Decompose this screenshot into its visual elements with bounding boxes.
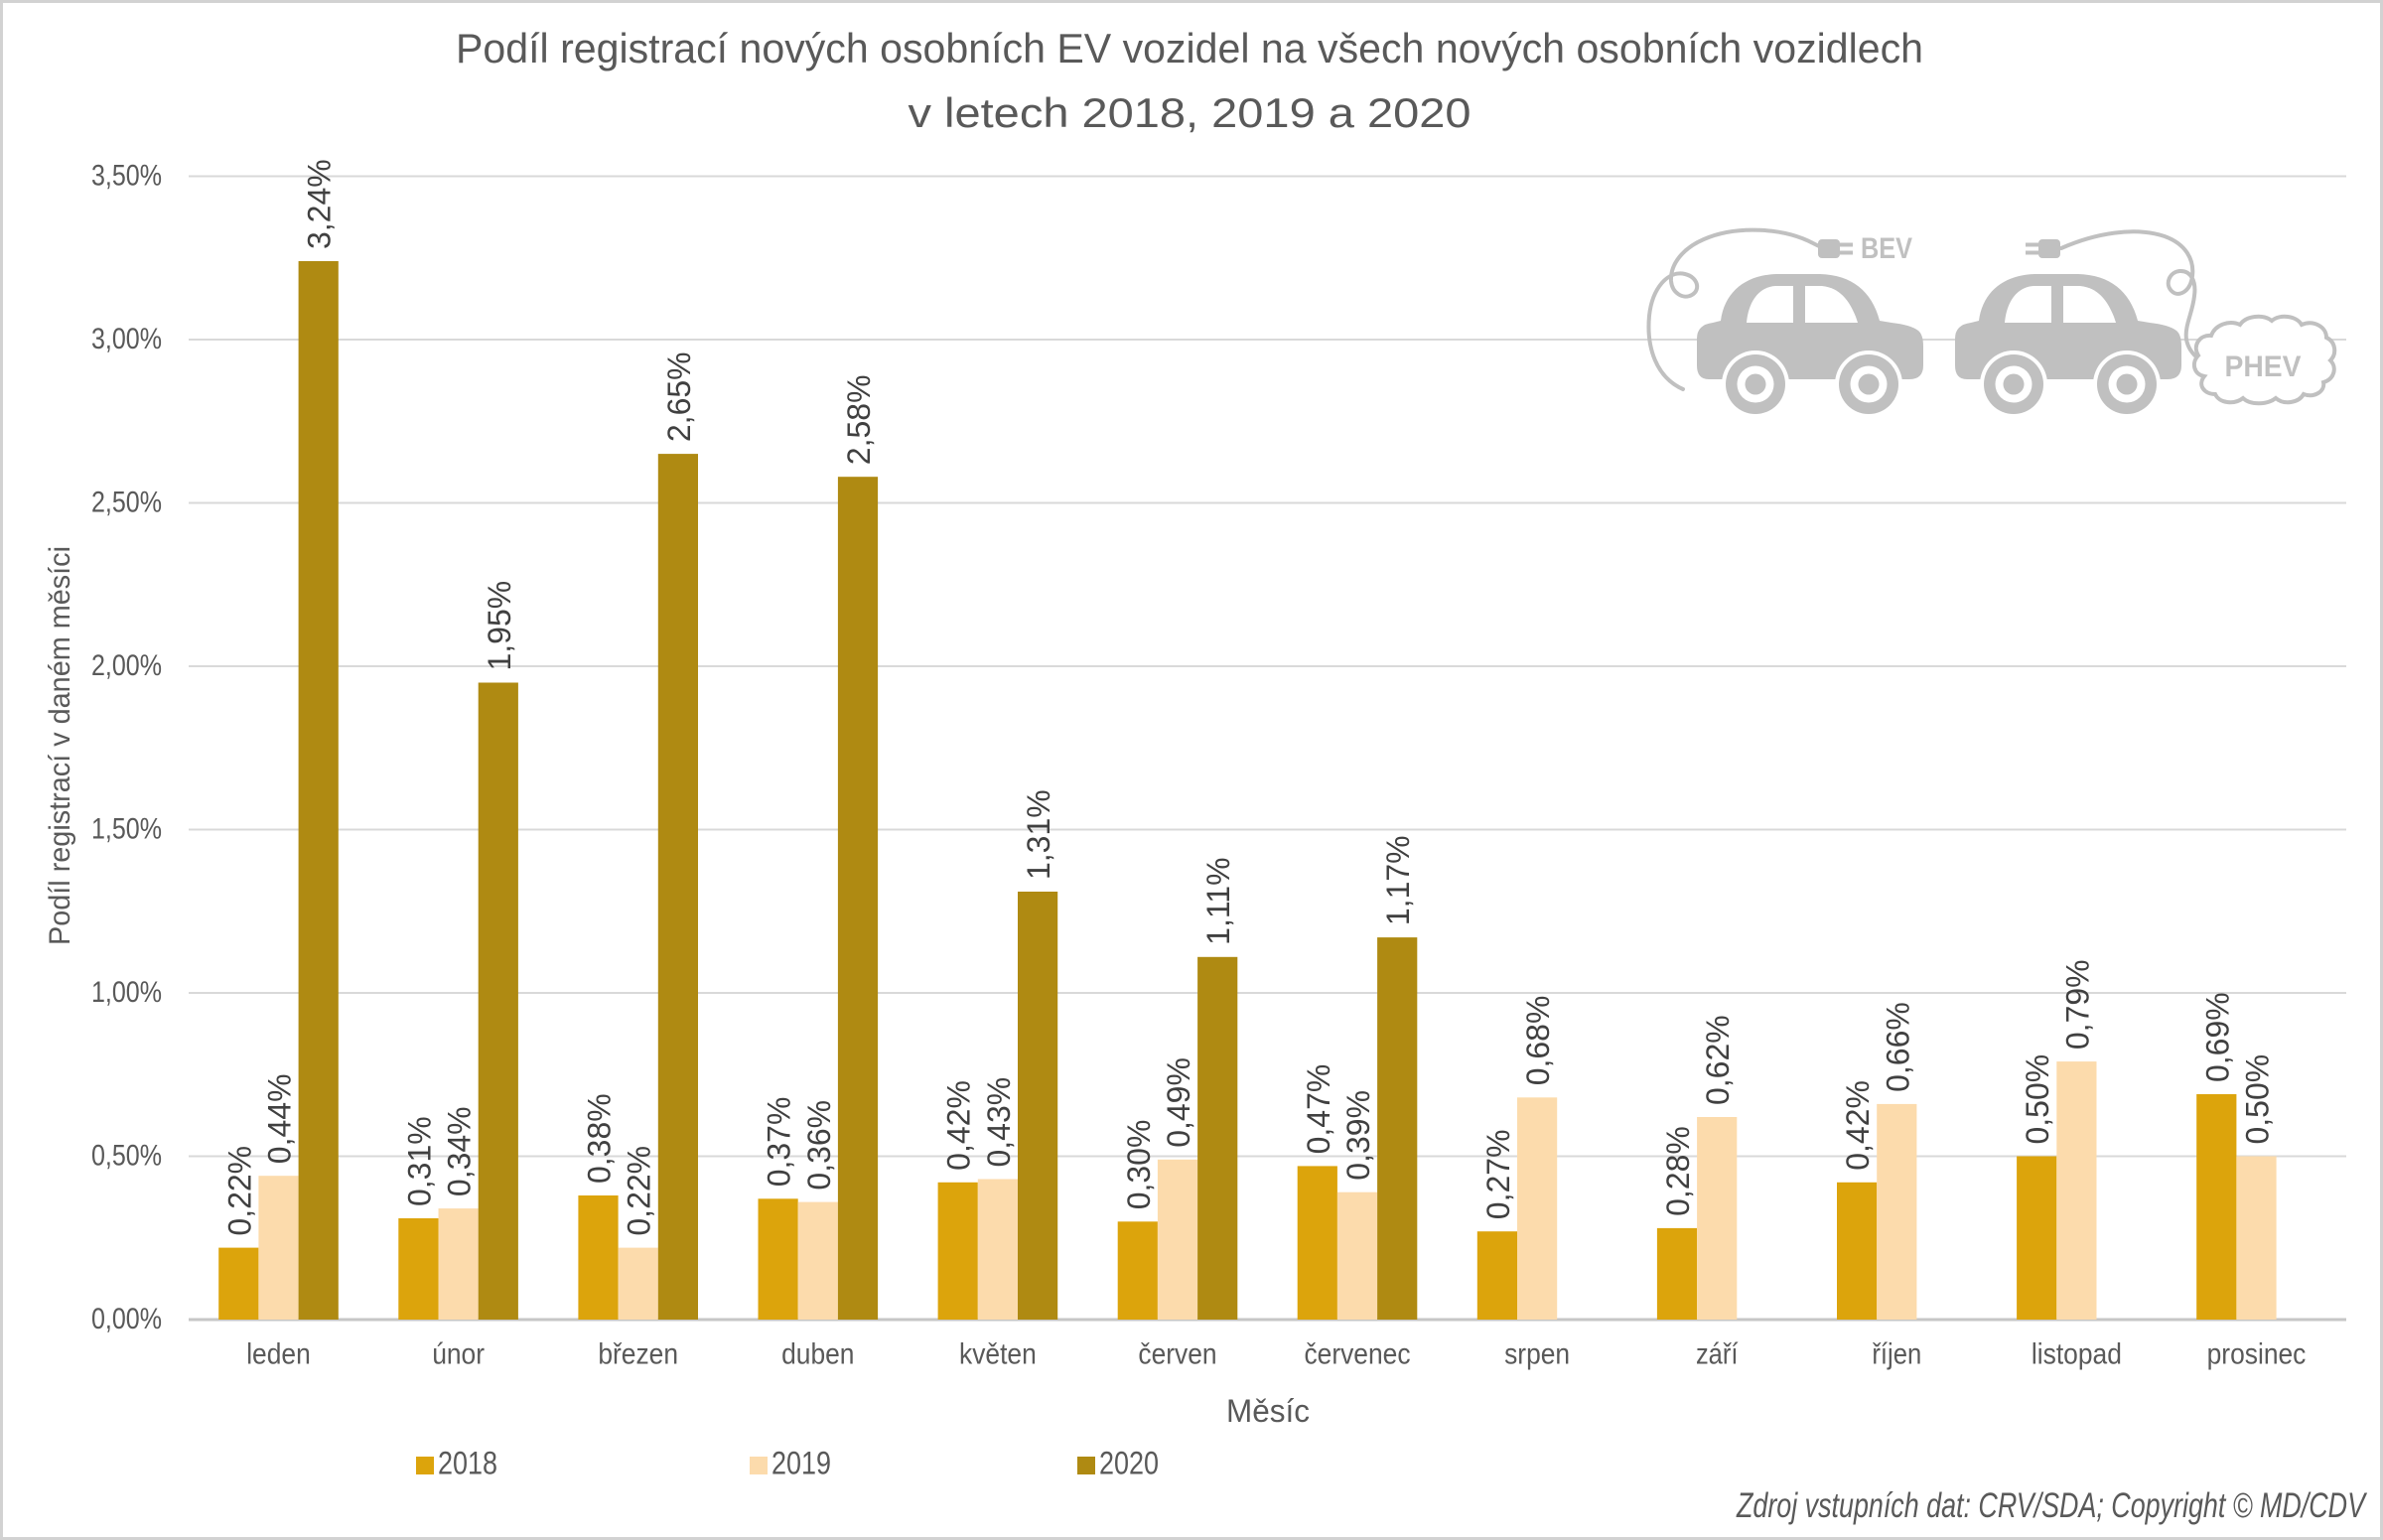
- svg-text:červen: červen: [1138, 1338, 1216, 1371]
- svg-text:3,50%: 3,50%: [91, 160, 162, 193]
- svg-text:2018: 2018: [438, 1446, 497, 1481]
- svg-text:0,39%: 0,39%: [1340, 1090, 1376, 1181]
- svg-text:2020: 2020: [1099, 1446, 1159, 1481]
- svg-text:1,00%: 1,00%: [91, 976, 162, 1009]
- svg-text:0,28%: 0,28%: [1660, 1126, 1696, 1216]
- svg-text:červenec: červenec: [1304, 1338, 1410, 1371]
- svg-text:3,00%: 3,00%: [91, 323, 162, 355]
- svg-text:duben: duben: [781, 1338, 854, 1371]
- svg-text:0,22%: 0,22%: [622, 1146, 657, 1236]
- svg-text:3,24%: 3,24%: [302, 159, 338, 249]
- svg-text:0,68%: 0,68%: [1520, 996, 1556, 1086]
- svg-text:Měsíc: Měsíc: [1226, 1393, 1310, 1429]
- svg-text:Podíl registrací nových osobní: Podíl registrací nových osobních EV vozi…: [456, 25, 1923, 71]
- svg-text:2,65%: 2,65%: [661, 351, 697, 442]
- svg-text:2019: 2019: [771, 1446, 831, 1481]
- svg-text:0,66%: 0,66%: [1880, 1002, 1915, 1092]
- svg-text:0,27%: 0,27%: [1480, 1129, 1516, 1219]
- svg-text:Podíl registrací v daném měsíc: Podíl registrací v daném měsíci: [44, 546, 76, 945]
- svg-text:0,00%: 0,00%: [91, 1303, 162, 1335]
- svg-text:0,69%: 0,69%: [2199, 992, 2235, 1082]
- svg-text:0,42%: 0,42%: [1840, 1080, 1876, 1171]
- svg-text:srpen: srpen: [1504, 1338, 1570, 1371]
- svg-text:0,36%: 0,36%: [801, 1100, 837, 1190]
- svg-text:v letech 2018, 2019 a 2020: v letech 2018, 2019 a 2020: [909, 89, 1472, 136]
- svg-text:1,17%: 1,17%: [1380, 835, 1416, 925]
- svg-text:prosinec: prosinec: [2207, 1338, 2307, 1371]
- svg-text:Zdroj vstupních dat: CRV/SDA;: Zdroj vstupních dat: CRV/SDA; Copyright …: [1736, 1486, 2368, 1525]
- svg-text:0,34%: 0,34%: [442, 1106, 478, 1196]
- svg-text:1,50%: 1,50%: [91, 813, 162, 846]
- svg-text:0,79%: 0,79%: [2059, 959, 2095, 1050]
- svg-text:1,31%: 1,31%: [1021, 789, 1056, 880]
- svg-text:2,58%: 2,58%: [841, 374, 877, 465]
- svg-text:0,50%: 0,50%: [91, 1140, 162, 1173]
- svg-text:0,50%: 0,50%: [2240, 1054, 2276, 1145]
- svg-text:0,38%: 0,38%: [582, 1093, 618, 1184]
- svg-text:0,49%: 0,49%: [1161, 1057, 1196, 1148]
- svg-text:PHEV: PHEV: [2225, 350, 2302, 383]
- svg-text:leden: leden: [246, 1338, 311, 1371]
- svg-text:0,43%: 0,43%: [981, 1077, 1017, 1168]
- svg-text:0,22%: 0,22%: [221, 1146, 257, 1236]
- svg-text:0,44%: 0,44%: [262, 1073, 298, 1164]
- svg-text:BEV: BEV: [1861, 232, 1912, 265]
- svg-text:1,95%: 1,95%: [482, 581, 517, 671]
- svg-text:květen: květen: [959, 1338, 1037, 1371]
- svg-text:březen: březen: [598, 1338, 678, 1371]
- svg-text:0,42%: 0,42%: [941, 1080, 977, 1171]
- svg-text:2,00%: 2,00%: [91, 649, 162, 682]
- svg-text:0,62%: 0,62%: [1700, 1015, 1736, 1105]
- svg-text:listopad: listopad: [2032, 1338, 2122, 1371]
- svg-text:1,11%: 1,11%: [1200, 857, 1236, 944]
- svg-text:0,37%: 0,37%: [762, 1097, 797, 1188]
- svg-text:2,50%: 2,50%: [91, 487, 162, 519]
- svg-text:září: září: [1696, 1338, 1739, 1371]
- svg-text:0,50%: 0,50%: [2020, 1054, 2055, 1145]
- svg-text:0,30%: 0,30%: [1121, 1120, 1157, 1210]
- svg-text:říjen: říjen: [1872, 1338, 1921, 1371]
- svg-text:0,31%: 0,31%: [401, 1116, 437, 1206]
- svg-text:0,47%: 0,47%: [1301, 1064, 1336, 1155]
- svg-text:únor: únor: [432, 1338, 485, 1371]
